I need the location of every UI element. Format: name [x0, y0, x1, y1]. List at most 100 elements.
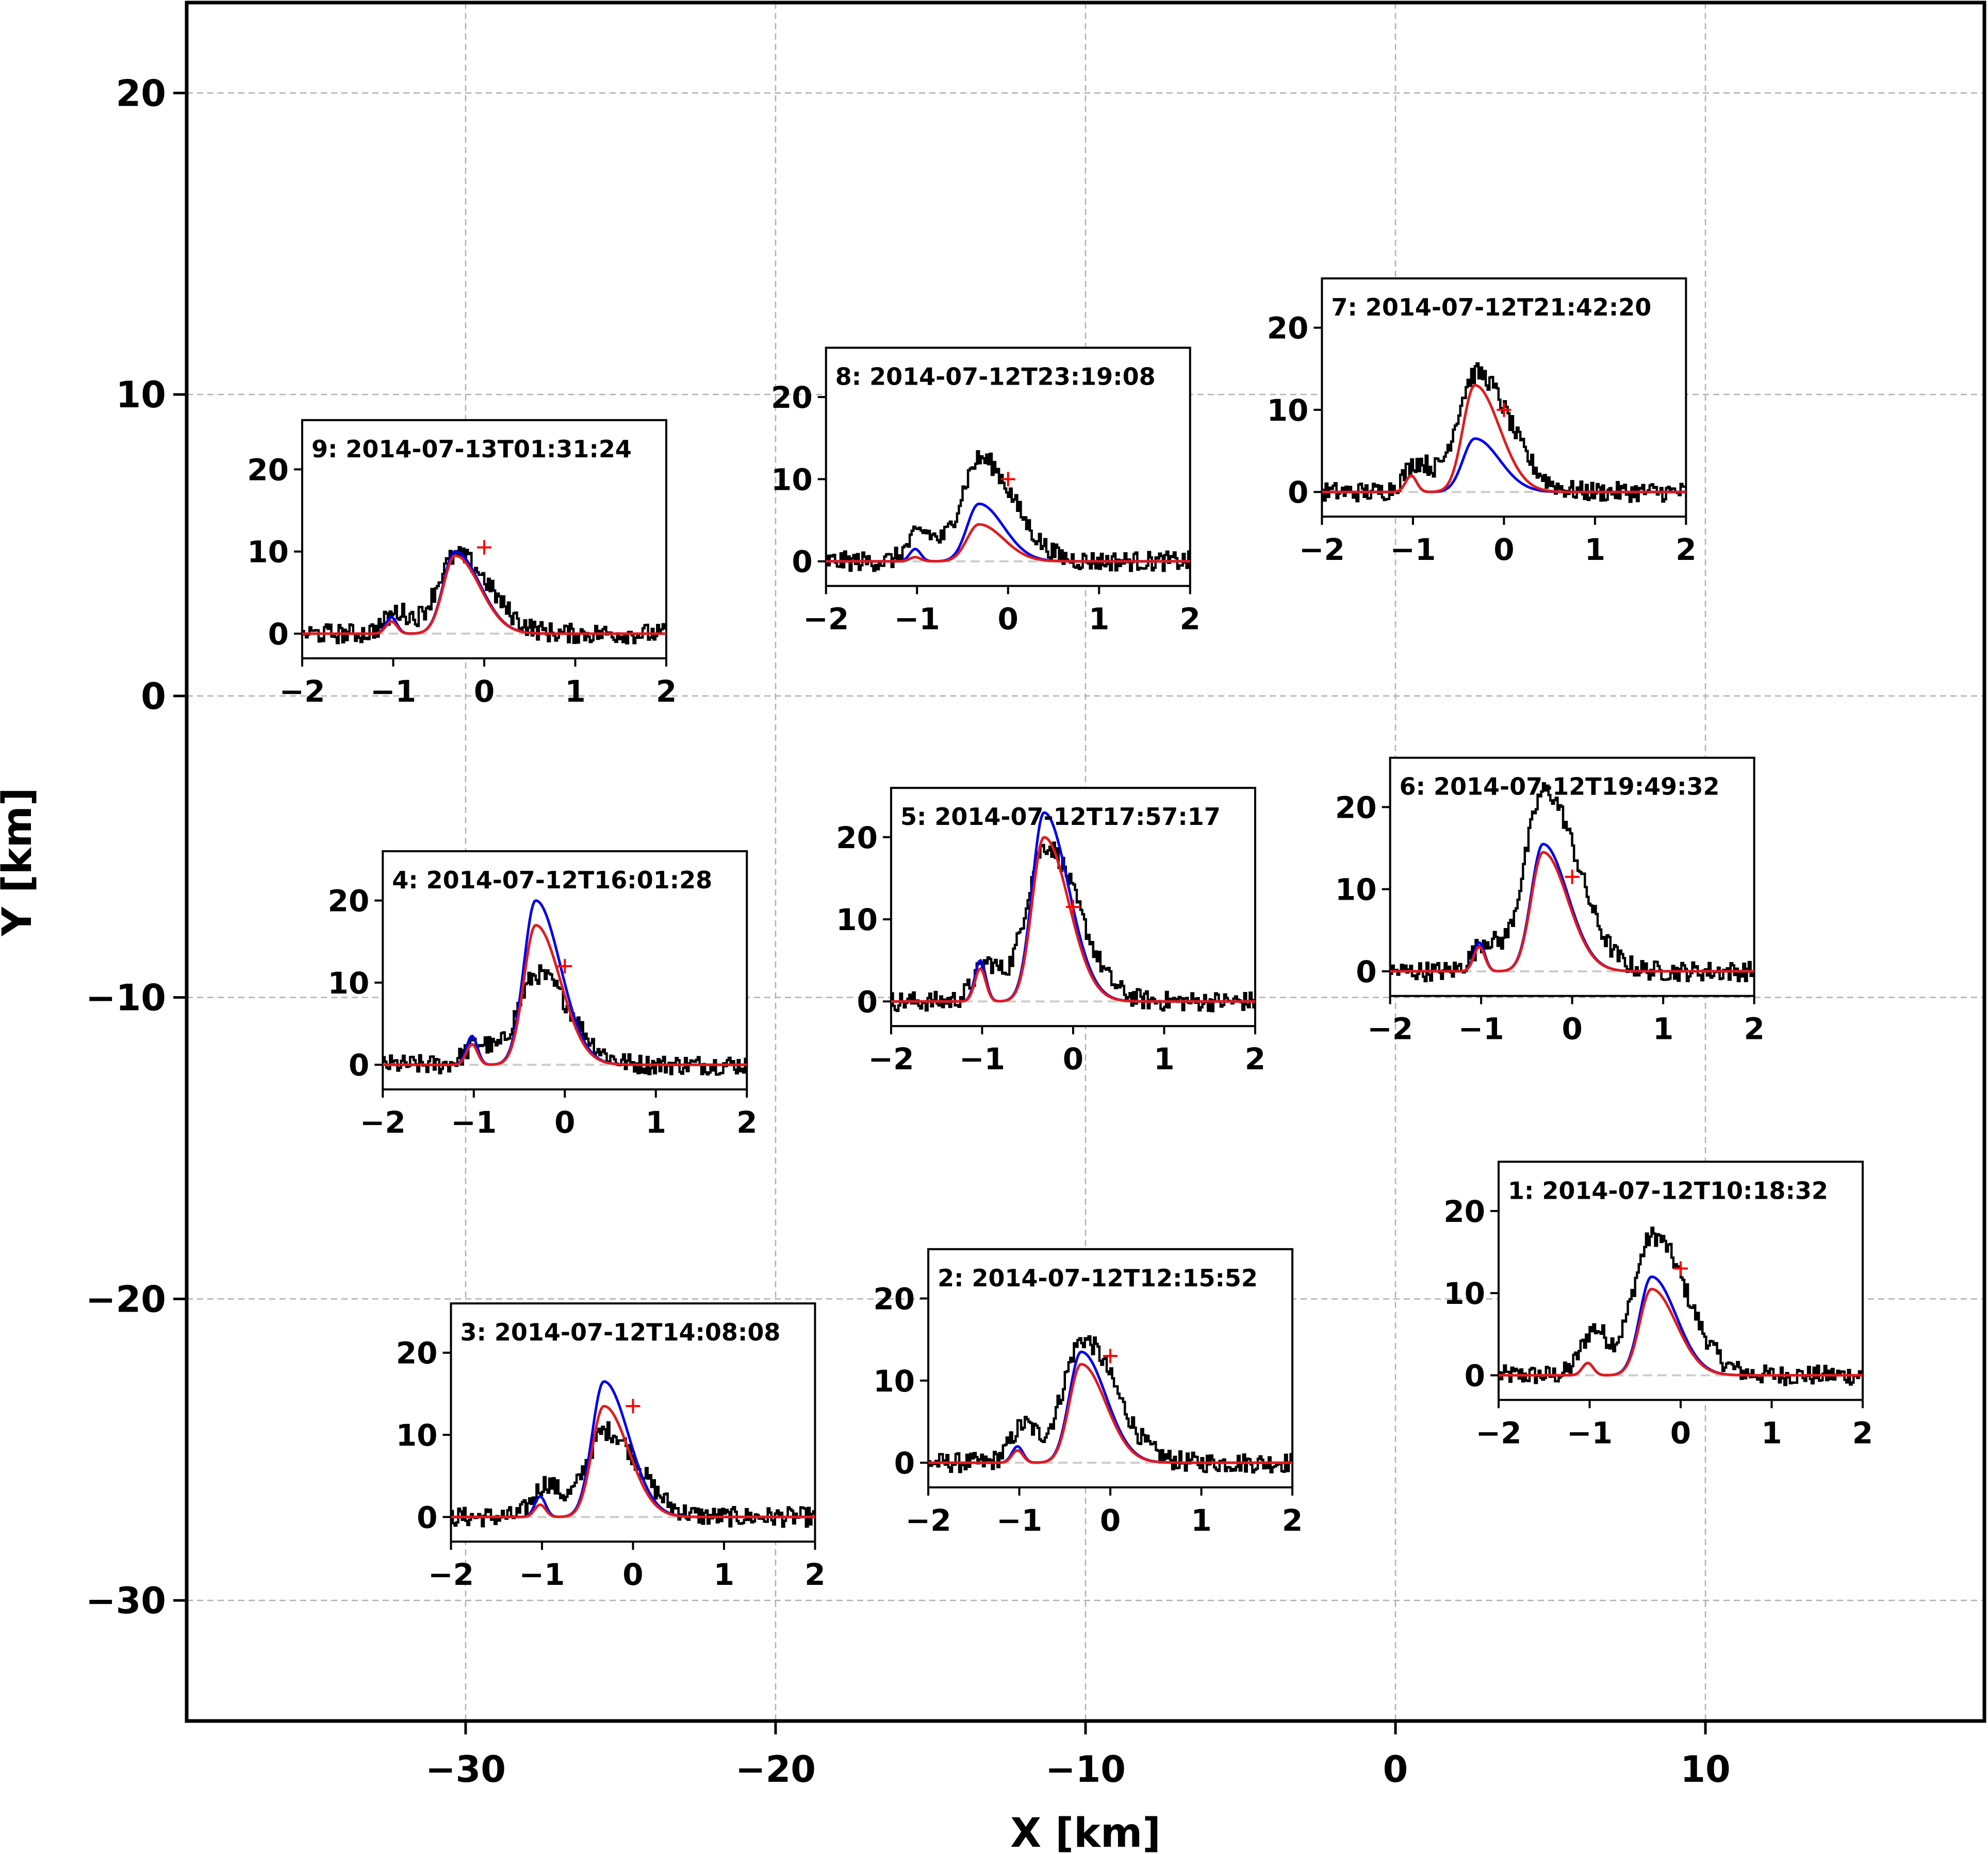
x-tick-label: 10 [1680, 1748, 1730, 1791]
inset-title: 8: 2014-07-12T23:19:08 [835, 362, 1156, 390]
model-curve-red [302, 554, 666, 635]
center-marker [1065, 900, 1080, 915]
inset-title: 2: 2014-07-12T12:15:52 [938, 1264, 1258, 1292]
inset-x-tick-label: −2 [906, 1503, 951, 1538]
inset-x-tick-label: 1 [1191, 1503, 1211, 1538]
inset-frame [450, 1302, 816, 1543]
inset-y-tick-label: 20 [396, 1336, 438, 1371]
inset-x-tick-label: −1 [451, 1105, 497, 1140]
inset-x-tick-label: 0 [1100, 1503, 1121, 1538]
inset-x-tick-label: 0 [1670, 1415, 1691, 1450]
inset-x-tick-label: 2 [1852, 1415, 1873, 1450]
observed-profile [383, 964, 747, 1076]
inset-x-tick-label: −1 [370, 674, 416, 709]
inset-x-tick-label: −2 [1476, 1415, 1522, 1450]
center-marker [1000, 472, 1015, 487]
inset-x-tick-label: 2 [1180, 601, 1201, 636]
inset-y-tick-label: 10 [1443, 1276, 1485, 1311]
inset-title: 9: 2014-07-13T01:31:24 [311, 435, 632, 463]
inset-x-tick-label: 2 [804, 1557, 825, 1592]
inset-x-tick-label: 2 [1282, 1503, 1303, 1538]
inset-y-tick-label: 0 [894, 1446, 915, 1481]
inset-y-tick-label: 0 [1356, 954, 1376, 989]
inset-y-tick-label: 10 [247, 535, 289, 570]
inset-y-tick-label: 10 [771, 462, 813, 497]
inset-x-tick-label: −1 [894, 601, 940, 636]
inset-y-tick-label: 0 [792, 544, 812, 580]
inset-x-tick-label: 1 [1154, 1041, 1174, 1077]
inset-x-tick-label: 2 [1245, 1041, 1266, 1077]
inset-x-tick-label: −2 [803, 601, 849, 636]
center-marker [557, 959, 572, 974]
center-marker [477, 540, 491, 555]
inset-y-tick-label: 20 [328, 884, 370, 919]
center-marker [1103, 1348, 1118, 1363]
model-curve-red [1322, 384, 1686, 493]
inset-y-tick-label: 20 [771, 380, 813, 415]
y-axis-label: Y [km] [0, 787, 41, 936]
inset-frame [825, 346, 1191, 587]
inset-x-tick-label: 2 [656, 674, 677, 709]
inset-x-tick-label: 2 [1744, 1012, 1764, 1047]
x-axis-label: X [km] [1010, 1810, 1161, 1854]
inset-title: 7: 2014-07-12T21:42:20 [1331, 293, 1651, 321]
inset-x-tick-label: 1 [565, 674, 585, 709]
x-tick-label: 0 [1383, 1748, 1408, 1791]
inset-y-tick-label: 0 [857, 984, 878, 1019]
model-curve-red [383, 923, 747, 1066]
inset-y-tick-label: 0 [268, 617, 289, 652]
y-tick-label: 20 [116, 72, 166, 114]
observed-profile [928, 1335, 1293, 1474]
inset-y-tick-label: 0 [417, 1500, 437, 1535]
model-curve-red [451, 1404, 815, 1518]
model-curve-red [891, 836, 1255, 1003]
inset-x-tick-label: 0 [1493, 532, 1514, 567]
y-tick-label: −20 [86, 1278, 166, 1320]
inset-y-tick-label: 20 [1443, 1194, 1485, 1229]
y-tick-label: 10 [116, 374, 166, 416]
inset-x-tick-label: 1 [1089, 601, 1109, 636]
center-marker [1565, 869, 1580, 884]
inset-x-tick-label: −2 [428, 1557, 474, 1592]
center-marker [1673, 1261, 1688, 1276]
inset-y-tick-label: 10 [1335, 872, 1377, 907]
inset-y-tick-label: 10 [836, 902, 878, 937]
observed-profile [302, 546, 666, 644]
inset-x-tick-label: 0 [622, 1557, 643, 1592]
inset-x-tick-label: −1 [959, 1041, 1005, 1077]
inset-y-tick-label: 10 [873, 1364, 915, 1399]
inset-y-tick-label: 20 [836, 820, 878, 855]
y-tick-label: −10 [86, 977, 166, 1019]
model-curve-red [1390, 851, 1754, 973]
center-marker [1497, 402, 1511, 417]
inset-x-tick-label: 0 [1562, 1012, 1582, 1047]
y-tick-label: 0 [141, 675, 166, 718]
model-curve-red [826, 523, 1190, 563]
inset-x-tick-label: −1 [1390, 532, 1436, 567]
x-tick-label: −10 [1045, 1748, 1126, 1791]
inset-x-tick-label: −2 [280, 674, 325, 709]
inset-x-tick-label: 0 [474, 674, 495, 709]
inset-y-tick-label: 0 [1465, 1358, 1485, 1393]
inset-x-tick-label: −1 [1567, 1415, 1613, 1450]
x-tick-label: −30 [425, 1748, 506, 1791]
inset-title: 1: 2014-07-12T10:18:32 [1508, 1177, 1828, 1204]
inset-x-tick-label: 1 [646, 1105, 666, 1140]
center-marker [626, 1399, 640, 1414]
inset-title: 6: 2014-07-12T19:49:32 [1400, 773, 1720, 801]
inset-y-tick-label: 20 [1267, 311, 1309, 346]
inset-frame [301, 419, 667, 659]
inset-x-tick-label: −2 [1299, 532, 1345, 567]
model-curve-red [928, 1363, 1293, 1464]
inset-x-tick-label: −1 [996, 1503, 1042, 1538]
inset-title: 4: 2014-07-12T16:01:28 [392, 866, 712, 894]
